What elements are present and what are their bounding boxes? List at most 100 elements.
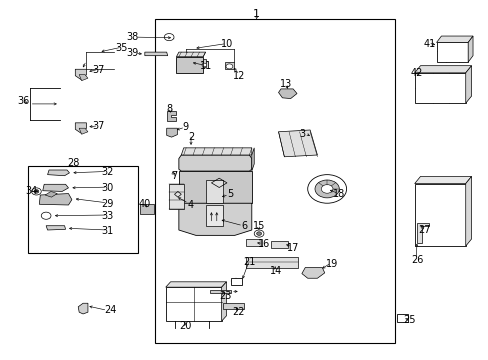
Text: 2: 2 (187, 132, 194, 142)
Polygon shape (78, 303, 88, 314)
Polygon shape (166, 111, 176, 121)
Polygon shape (79, 128, 88, 134)
Text: 12: 12 (233, 71, 245, 81)
Circle shape (31, 188, 41, 195)
Polygon shape (416, 223, 428, 243)
Text: 18: 18 (332, 189, 345, 199)
Text: 16: 16 (257, 239, 269, 249)
Polygon shape (46, 226, 65, 230)
Text: 11: 11 (199, 61, 211, 71)
Polygon shape (414, 176, 470, 184)
Polygon shape (414, 184, 465, 246)
Polygon shape (245, 257, 297, 267)
Polygon shape (144, 52, 167, 56)
Text: 36: 36 (17, 96, 29, 107)
Polygon shape (271, 241, 287, 248)
Text: 5: 5 (226, 189, 233, 199)
Text: 26: 26 (410, 255, 423, 265)
Polygon shape (42, 184, 68, 192)
Text: 19: 19 (325, 259, 338, 269)
Polygon shape (75, 123, 86, 134)
Text: 37: 37 (92, 65, 104, 75)
Polygon shape (203, 59, 205, 67)
Bar (28, 166, 137, 253)
Circle shape (256, 232, 261, 235)
Text: 6: 6 (241, 221, 247, 231)
Circle shape (34, 190, 39, 193)
Circle shape (225, 64, 232, 69)
Polygon shape (436, 36, 472, 42)
Polygon shape (278, 130, 317, 157)
Polygon shape (181, 148, 251, 155)
Text: 22: 22 (232, 307, 244, 317)
Polygon shape (39, 194, 72, 205)
Text: 20: 20 (179, 321, 191, 332)
Text: 9: 9 (182, 122, 188, 132)
Text: 25: 25 (403, 315, 415, 325)
Bar (165, 287, 221, 321)
Polygon shape (224, 62, 233, 69)
Polygon shape (205, 180, 222, 203)
Polygon shape (465, 176, 470, 246)
Polygon shape (169, 184, 183, 208)
Text: 7: 7 (170, 171, 177, 181)
Polygon shape (179, 155, 251, 171)
Circle shape (307, 175, 346, 203)
Text: 13: 13 (279, 79, 291, 89)
Text: 28: 28 (67, 158, 80, 168)
Text: 38: 38 (126, 32, 139, 42)
Text: 39: 39 (126, 48, 139, 58)
Text: 14: 14 (269, 266, 282, 276)
Polygon shape (166, 128, 177, 137)
Polygon shape (414, 66, 470, 73)
Polygon shape (179, 171, 251, 203)
Text: 8: 8 (166, 104, 172, 113)
Polygon shape (79, 75, 88, 81)
Text: 15: 15 (252, 221, 264, 231)
Bar (140, 203, 153, 213)
Text: 29: 29 (101, 199, 113, 208)
Polygon shape (210, 290, 230, 293)
Circle shape (164, 33, 174, 41)
Text: 31: 31 (101, 226, 113, 236)
Text: 30: 30 (101, 183, 113, 193)
Bar (436, 42, 467, 62)
Polygon shape (245, 239, 261, 246)
Circle shape (254, 230, 264, 237)
Text: 10: 10 (221, 39, 233, 49)
Text: 34: 34 (25, 186, 38, 197)
Polygon shape (165, 282, 226, 287)
Text: 4: 4 (187, 200, 194, 210)
Bar (154, 19, 394, 342)
Text: 1: 1 (253, 9, 260, 19)
Polygon shape (75, 69, 86, 80)
Bar (230, 278, 241, 285)
Circle shape (321, 185, 332, 193)
Text: 41: 41 (422, 39, 434, 49)
Text: 27: 27 (417, 225, 430, 235)
Text: 40: 40 (139, 199, 151, 209)
Polygon shape (47, 170, 69, 176)
Text: 3: 3 (299, 129, 305, 139)
Polygon shape (222, 303, 244, 309)
Text: 17: 17 (286, 243, 299, 253)
Circle shape (314, 180, 339, 198)
Polygon shape (465, 66, 470, 103)
Text: 42: 42 (410, 68, 423, 78)
Text: 33: 33 (101, 211, 113, 221)
Text: 21: 21 (243, 257, 255, 267)
Text: 32: 32 (101, 167, 113, 177)
Polygon shape (414, 73, 465, 103)
Bar (396, 314, 407, 322)
Polygon shape (467, 36, 472, 62)
Polygon shape (278, 89, 296, 99)
Polygon shape (179, 203, 251, 235)
Polygon shape (205, 205, 222, 226)
Circle shape (41, 212, 51, 219)
Polygon shape (45, 192, 57, 197)
Polygon shape (251, 148, 254, 171)
Polygon shape (221, 282, 226, 321)
Polygon shape (176, 52, 205, 57)
Text: 23: 23 (219, 291, 231, 301)
Text: 24: 24 (104, 305, 117, 315)
